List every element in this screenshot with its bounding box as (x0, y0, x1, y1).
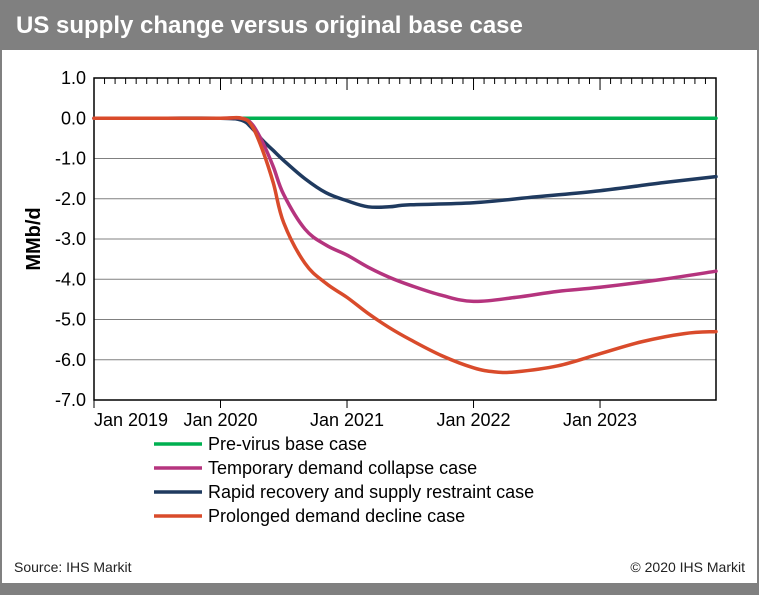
svg-text:Rapid recovery and supply rest: Rapid recovery and supply restraint case (208, 482, 534, 502)
svg-text:Jan 2023: Jan 2023 (563, 410, 637, 430)
svg-text:Jan 2019: Jan 2019 (94, 410, 168, 430)
svg-text:-6.0: -6.0 (55, 350, 86, 370)
svg-text:-5.0: -5.0 (55, 310, 86, 330)
copyright-label: © 2020 IHS Markit (630, 559, 745, 575)
line-chart: -7.0 -6.0 -5.0 -4.0 -3.0 -2.0 -1.0 0.0 1.0 Jan 20… (16, 64, 736, 534)
svg-text:-1.0: -1.0 (55, 149, 86, 169)
chart-card: US supply change versus original base ca… (0, 0, 759, 595)
svg-text:Jan 2022: Jan 2022 (436, 410, 510, 430)
chart-footer: Source: IHS Markit © 2020 IHS Markit (2, 553, 757, 583)
svg-text:MMb/d: MMb/d (23, 207, 45, 270)
svg-text:-7.0: -7.0 (55, 390, 86, 410)
svg-text:1.0: 1.0 (61, 68, 86, 88)
svg-text:-3.0: -3.0 (55, 229, 86, 249)
chart-title: US supply change versus original base ca… (2, 2, 757, 50)
svg-text:0.0: 0.0 (61, 108, 86, 128)
svg-text:Pre-virus base case: Pre-virus base case (208, 434, 367, 454)
svg-text:Jan 2020: Jan 2020 (183, 410, 257, 430)
svg-text:-2.0: -2.0 (55, 189, 86, 209)
svg-text:Jan 2021: Jan 2021 (310, 410, 384, 430)
svg-text:-4.0: -4.0 (55, 269, 86, 289)
plot-area: -7.0 -6.0 -5.0 -4.0 -3.0 -2.0 -1.0 0.0 1.0 Jan 20… (2, 50, 757, 553)
svg-text:Prolonged demand decline case: Prolonged demand decline case (208, 506, 465, 526)
svg-text:Temporary demand collapse case: Temporary demand collapse case (208, 458, 477, 478)
source-label: Source: IHS Markit (14, 559, 131, 575)
